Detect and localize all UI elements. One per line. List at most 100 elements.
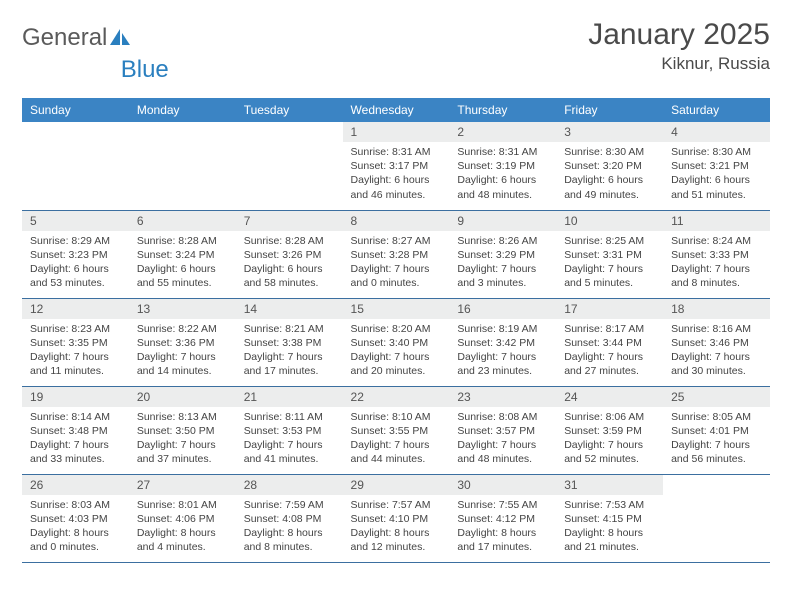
calendar-day: 4Sunrise: 8:30 AMSunset: 3:21 PMDaylight… — [663, 122, 770, 210]
day-data: Sunrise: 8:01 AMSunset: 4:06 PMDaylight:… — [129, 495, 236, 559]
calendar-day — [663, 474, 770, 562]
sunrise-text: Sunrise: 7:55 AM — [457, 498, 548, 512]
day-data: Sunrise: 7:55 AMSunset: 4:12 PMDaylight:… — [449, 495, 556, 559]
daylight-text-2: and 51 minutes. — [671, 188, 762, 202]
day-number: 10 — [556, 211, 663, 231]
daylight-text-2: and 41 minutes. — [244, 452, 335, 466]
day-data: Sunrise: 8:19 AMSunset: 3:42 PMDaylight:… — [449, 319, 556, 383]
day-number: 16 — [449, 299, 556, 319]
calendar-day: 8Sunrise: 8:27 AMSunset: 3:28 PMDaylight… — [343, 210, 450, 298]
sunrise-text: Sunrise: 7:59 AM — [244, 498, 335, 512]
calendar-day: 3Sunrise: 8:30 AMSunset: 3:20 PMDaylight… — [556, 122, 663, 210]
daylight-text-1: Daylight: 7 hours — [244, 350, 335, 364]
calendar-day — [129, 122, 236, 210]
sunrise-text: Sunrise: 8:10 AM — [351, 410, 442, 424]
calendar-week: 12Sunrise: 8:23 AMSunset: 3:35 PMDayligh… — [22, 298, 770, 386]
sunrise-text: Sunrise: 8:26 AM — [457, 234, 548, 248]
day-number: 20 — [129, 387, 236, 407]
sunrise-text: Sunrise: 8:20 AM — [351, 322, 442, 336]
calendar-week: 5Sunrise: 8:29 AMSunset: 3:23 PMDaylight… — [22, 210, 770, 298]
day-number: 23 — [449, 387, 556, 407]
calendar-head: SundayMondayTuesdayWednesdayThursdayFrid… — [22, 98, 770, 122]
day-number: 22 — [343, 387, 450, 407]
calendar-day: 26Sunrise: 8:03 AMSunset: 4:03 PMDayligh… — [22, 474, 129, 562]
daylight-text-1: Daylight: 6 hours — [564, 173, 655, 187]
sunrise-text: Sunrise: 8:22 AM — [137, 322, 228, 336]
daylight-text-1: Daylight: 8 hours — [137, 526, 228, 540]
sunrise-text: Sunrise: 7:53 AM — [564, 498, 655, 512]
sunset-text: Sunset: 3:19 PM — [457, 159, 548, 173]
daylight-text-2: and 46 minutes. — [351, 188, 442, 202]
day-number: 19 — [22, 387, 129, 407]
day-data: Sunrise: 8:21 AMSunset: 3:38 PMDaylight:… — [236, 319, 343, 383]
day-data: Sunrise: 8:03 AMSunset: 4:03 PMDaylight:… — [22, 495, 129, 559]
sunset-text: Sunset: 4:10 PM — [351, 512, 442, 526]
day-number: 12 — [22, 299, 129, 319]
calendar-day: 5Sunrise: 8:29 AMSunset: 3:23 PMDaylight… — [22, 210, 129, 298]
calendar-day — [22, 122, 129, 210]
sunrise-text: Sunrise: 8:30 AM — [671, 145, 762, 159]
weekday-header: Sunday — [22, 98, 129, 122]
sunrise-text: Sunrise: 8:03 AM — [30, 498, 121, 512]
daylight-text-2: and 11 minutes. — [30, 364, 121, 378]
sunrise-text: Sunrise: 8:08 AM — [457, 410, 548, 424]
daylight-text-1: Daylight: 7 hours — [457, 438, 548, 452]
calendar-day: 19Sunrise: 8:14 AMSunset: 3:48 PMDayligh… — [22, 386, 129, 474]
calendar-day: 27Sunrise: 8:01 AMSunset: 4:06 PMDayligh… — [129, 474, 236, 562]
daylight-text-2: and 44 minutes. — [351, 452, 442, 466]
day-data: Sunrise: 8:24 AMSunset: 3:33 PMDaylight:… — [663, 231, 770, 295]
daylight-text-1: Daylight: 6 hours — [137, 262, 228, 276]
day-data: Sunrise: 8:10 AMSunset: 3:55 PMDaylight:… — [343, 407, 450, 471]
daylight-text-2: and 17 minutes. — [457, 540, 548, 554]
daylight-text-1: Daylight: 7 hours — [671, 262, 762, 276]
daylight-text-2: and 53 minutes. — [30, 276, 121, 290]
logo-sail-icon — [109, 28, 131, 46]
sunrise-text: Sunrise: 8:01 AM — [137, 498, 228, 512]
daylight-text-1: Daylight: 7 hours — [30, 350, 121, 364]
calendar-table: SundayMondayTuesdayWednesdayThursdayFrid… — [22, 98, 770, 563]
sunrise-text: Sunrise: 8:17 AM — [564, 322, 655, 336]
day-number: 27 — [129, 475, 236, 495]
daylight-text-1: Daylight: 8 hours — [244, 526, 335, 540]
sunrise-text: Sunrise: 8:06 AM — [564, 410, 655, 424]
sunset-text: Sunset: 3:35 PM — [30, 336, 121, 350]
daylight-text-2: and 8 minutes. — [671, 276, 762, 290]
sunrise-text: Sunrise: 8:25 AM — [564, 234, 655, 248]
day-data: Sunrise: 8:16 AMSunset: 3:46 PMDaylight:… — [663, 319, 770, 383]
daylight-text-2: and 56 minutes. — [671, 452, 762, 466]
daylight-text-2: and 0 minutes. — [30, 540, 121, 554]
daylight-text-1: Daylight: 7 hours — [351, 262, 442, 276]
daylight-text-2: and 20 minutes. — [351, 364, 442, 378]
sunset-text: Sunset: 3:46 PM — [671, 336, 762, 350]
calendar-day: 30Sunrise: 7:55 AMSunset: 4:12 PMDayligh… — [449, 474, 556, 562]
sunset-text: Sunset: 3:36 PM — [137, 336, 228, 350]
day-data: Sunrise: 8:31 AMSunset: 3:17 PMDaylight:… — [343, 142, 450, 206]
daylight-text-2: and 37 minutes. — [137, 452, 228, 466]
calendar-day: 10Sunrise: 8:25 AMSunset: 3:31 PMDayligh… — [556, 210, 663, 298]
day-number: 30 — [449, 475, 556, 495]
sunset-text: Sunset: 3:42 PM — [457, 336, 548, 350]
daylight-text-1: Daylight: 7 hours — [30, 438, 121, 452]
day-number: 14 — [236, 299, 343, 319]
day-number: 13 — [129, 299, 236, 319]
day-data: Sunrise: 7:59 AMSunset: 4:08 PMDaylight:… — [236, 495, 343, 559]
day-data: Sunrise: 8:28 AMSunset: 3:24 PMDaylight:… — [129, 231, 236, 295]
sunset-text: Sunset: 4:15 PM — [564, 512, 655, 526]
day-data: Sunrise: 8:06 AMSunset: 3:59 PMDaylight:… — [556, 407, 663, 471]
day-number: 26 — [22, 475, 129, 495]
day-data: Sunrise: 8:22 AMSunset: 3:36 PMDaylight:… — [129, 319, 236, 383]
daylight-text-1: Daylight: 6 hours — [244, 262, 335, 276]
calendar-day: 20Sunrise: 8:13 AMSunset: 3:50 PMDayligh… — [129, 386, 236, 474]
daylight-text-1: Daylight: 7 hours — [351, 350, 442, 364]
sunset-text: Sunset: 3:28 PM — [351, 248, 442, 262]
sunset-text: Sunset: 3:17 PM — [351, 159, 442, 173]
day-number: 11 — [663, 211, 770, 231]
daylight-text-2: and 48 minutes. — [457, 188, 548, 202]
sunrise-text: Sunrise: 8:11 AM — [244, 410, 335, 424]
title-block: January 2025 Kiknur, Russia — [588, 18, 770, 74]
sunset-text: Sunset: 4:03 PM — [30, 512, 121, 526]
sunset-text: Sunset: 3:59 PM — [564, 424, 655, 438]
sunrise-text: Sunrise: 8:30 AM — [564, 145, 655, 159]
day-number: 3 — [556, 122, 663, 142]
calendar-body: 1Sunrise: 8:31 AMSunset: 3:17 PMDaylight… — [22, 122, 770, 562]
